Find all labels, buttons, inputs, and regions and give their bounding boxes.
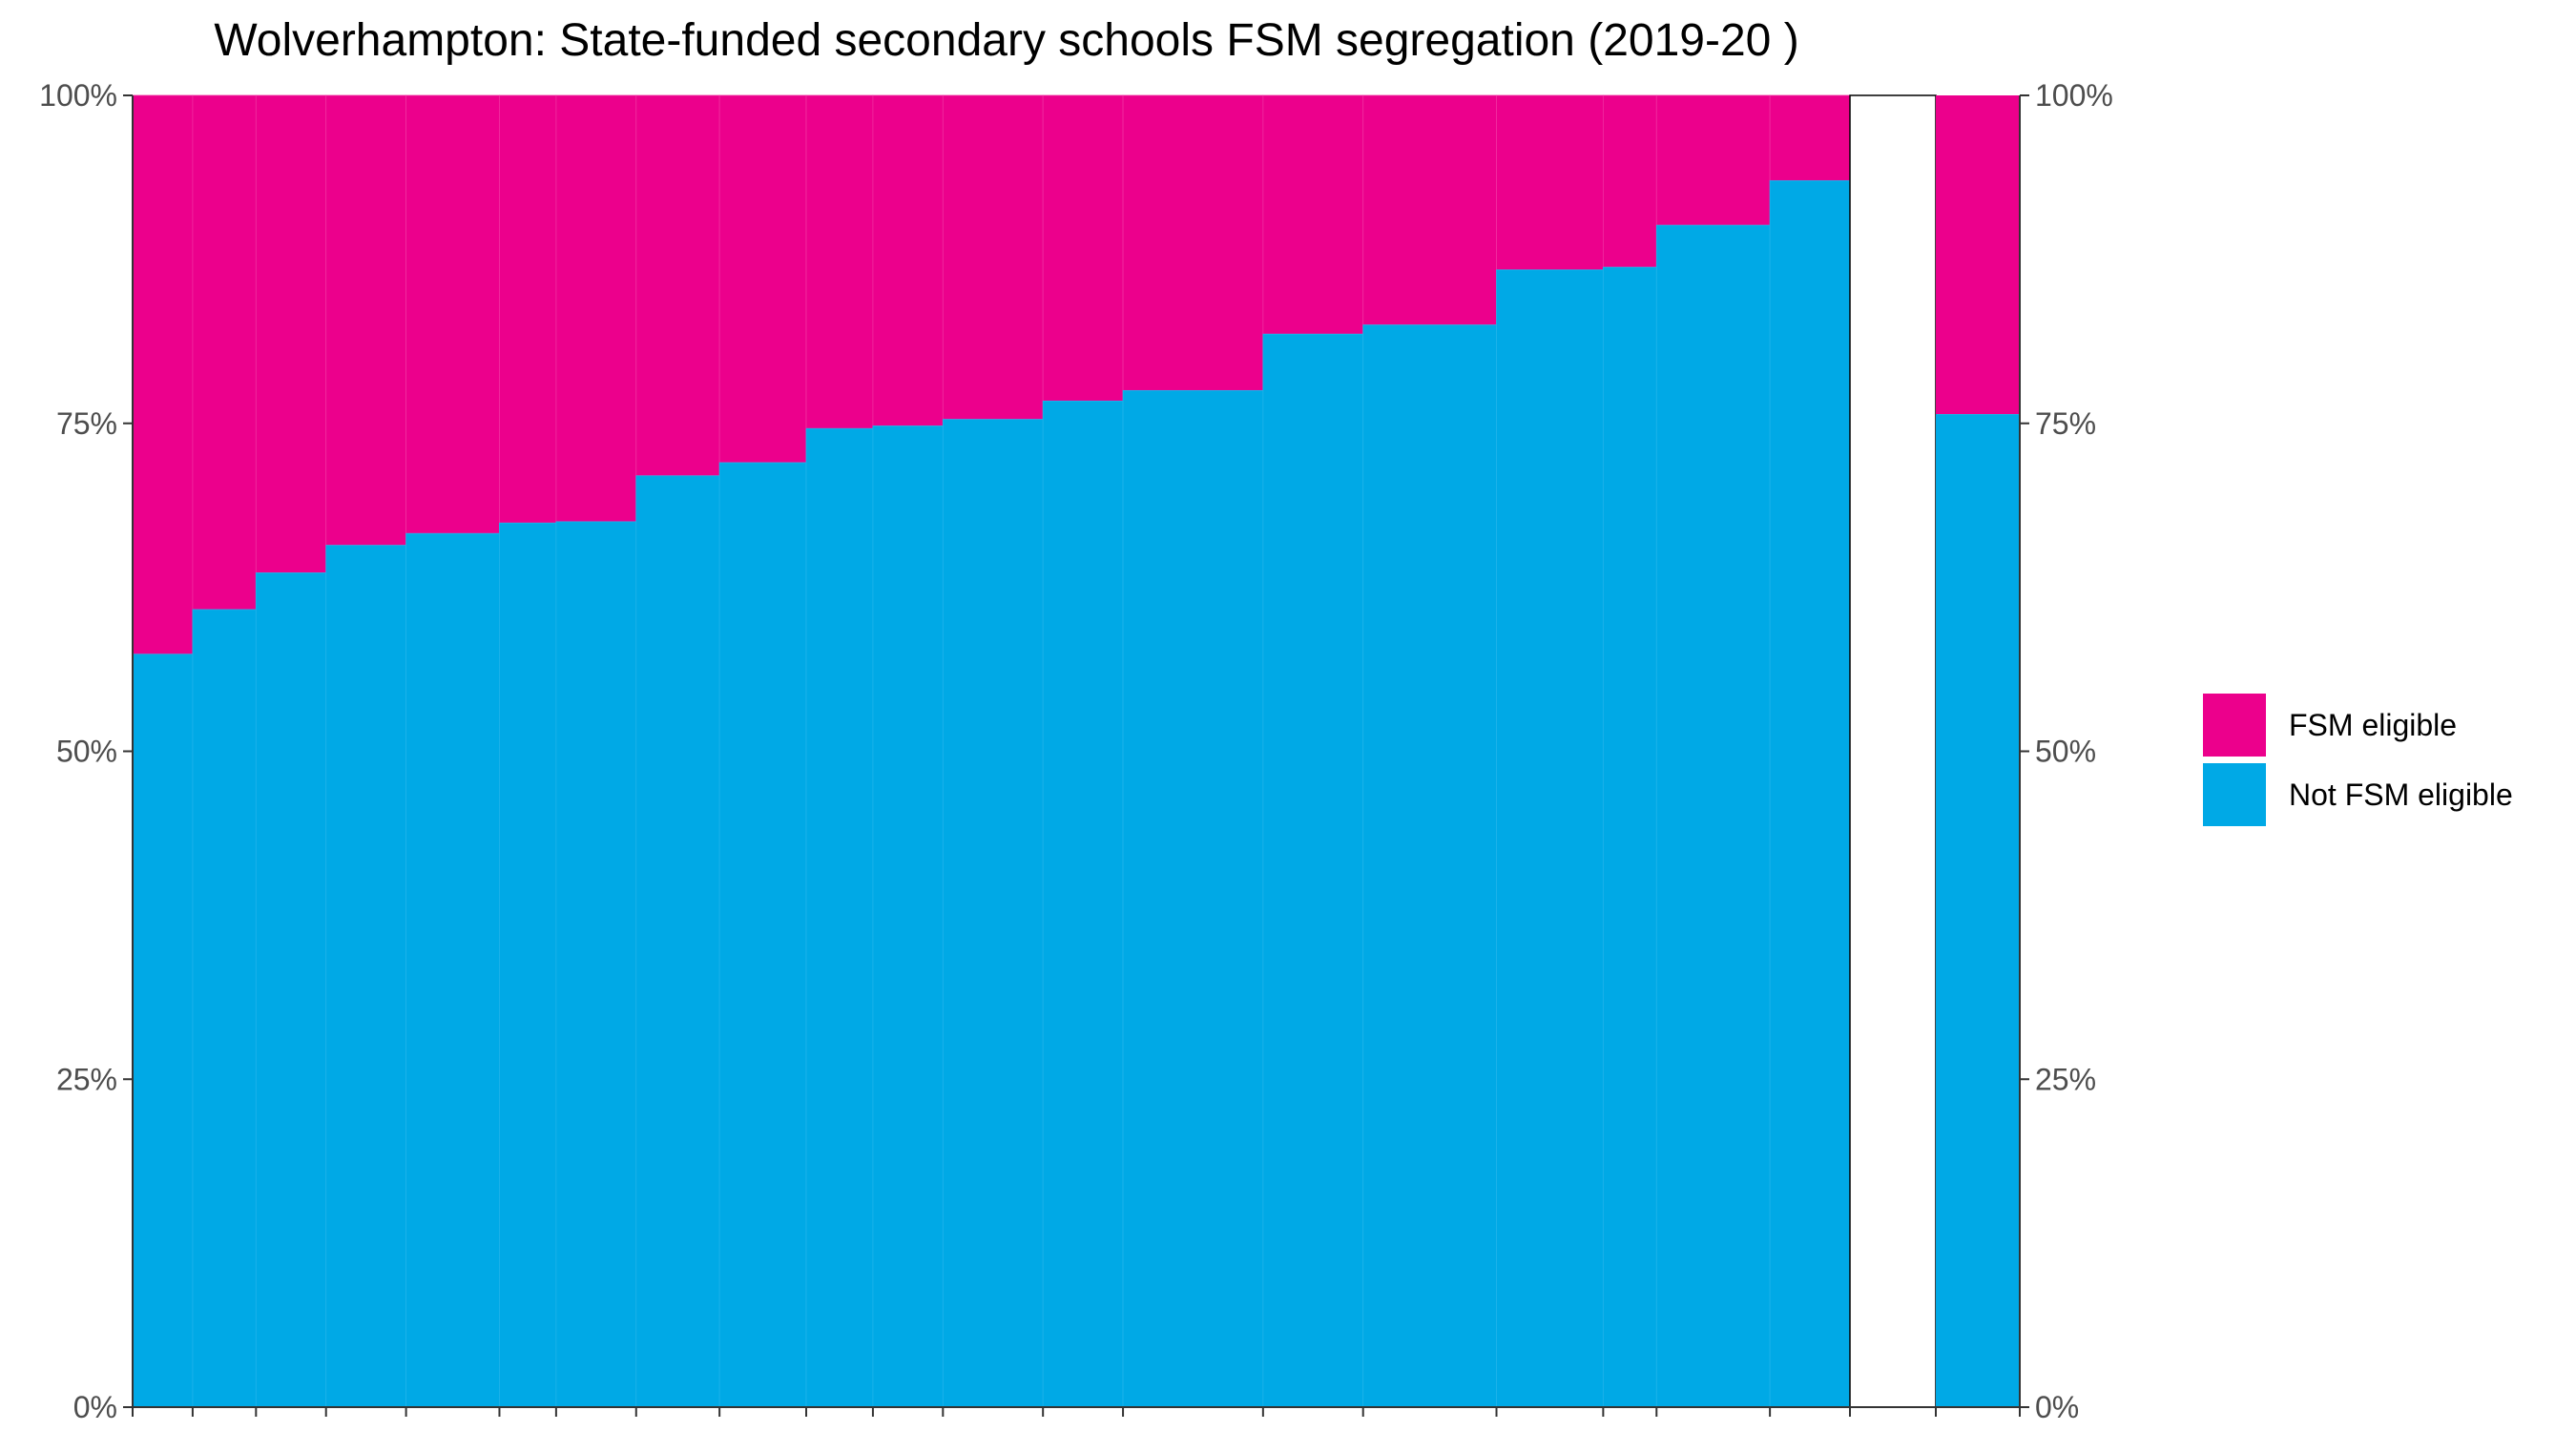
y-tick-label-right-3: 75%: [2035, 406, 2096, 441]
bar-school-14-fsm: [1122, 94, 1264, 391]
legend-label-not-fsm: Not FSM eligible: [2289, 778, 2513, 812]
bar-school-6-fsm: [499, 94, 557, 524]
legend-swatch-not-fsm: [2203, 763, 2266, 826]
bar-school-13-not-fsm: [1042, 400, 1124, 1408]
bar-school-13-fsm: [1042, 94, 1124, 402]
y-tick-label-right-1: 25%: [2035, 1062, 2096, 1096]
bar-school-15-not-fsm: [1262, 333, 1364, 1408]
legend-label-fsm: FSM eligible: [2289, 708, 2457, 742]
y-tick-label-left-3: 75%: [56, 406, 117, 441]
y-tick-label-left-2: 50%: [56, 735, 117, 769]
bar-school-7-not-fsm: [555, 521, 637, 1408]
bars-layer: [132, 94, 2020, 1408]
bar-school-7-fsm: [555, 94, 637, 523]
bar-school-16-fsm: [1362, 94, 1497, 326]
legend: FSM eligible Not FSM eligible: [2203, 694, 2513, 826]
bar-school-18-fsm: [1602, 94, 1657, 268]
bar-school-10-not-fsm: [805, 427, 874, 1408]
bar-school-3-fsm: [255, 94, 327, 573]
y-tick-label-left-0: 0%: [73, 1390, 117, 1424]
bar-school-19-fsm: [1655, 94, 1771, 226]
chart-title: Wolverhampton: State-funded secondary sc…: [214, 15, 1798, 66]
bar-school-8-not-fsm: [635, 475, 720, 1408]
bar-school-3-not-fsm: [255, 572, 327, 1408]
bar-school-2-not-fsm: [192, 609, 257, 1408]
bar-school-2-fsm: [192, 94, 257, 611]
bar-school-18-not-fsm: [1602, 266, 1657, 1408]
bar-school-15-fsm: [1262, 94, 1364, 335]
bar-gap: [1849, 94, 1937, 1408]
bar-school-8-fsm: [635, 94, 720, 477]
bar-school-9-fsm: [718, 94, 807, 464]
bar-school-4-fsm: [325, 94, 407, 547]
bar-school-4-not-fsm: [325, 545, 407, 1408]
bar-school-12-fsm: [942, 94, 1044, 421]
bar-school-1-not-fsm: [132, 653, 194, 1408]
y-tick-label-left-4: 100%: [39, 78, 117, 113]
bar-school-11-not-fsm: [872, 425, 944, 1408]
y-tick-label-left-1: 25%: [56, 1062, 117, 1096]
bar-school-20-fsm: [1769, 94, 1851, 181]
axes-layer: 0% 0% 25% 25% 50% 50% 75% 75% 100% 100%: [39, 78, 2113, 1424]
bar-school-17-fsm: [1496, 94, 1604, 271]
bar-school-10-fsm: [805, 94, 874, 429]
bar-school-5-fsm: [405, 94, 500, 534]
bar-school-6-not-fsm: [499, 522, 557, 1408]
bar-school-14-not-fsm: [1122, 389, 1264, 1408]
y-tick-label-right-2: 50%: [2035, 735, 2096, 769]
bar-school-9-not-fsm: [718, 462, 807, 1408]
bar-school-12-not-fsm: [942, 419, 1044, 1408]
bar-school-16-not-fsm: [1362, 324, 1497, 1408]
bar-school-20-not-fsm: [1769, 179, 1851, 1408]
bar-school-5-not-fsm: [405, 532, 500, 1408]
bar-overall-not-fsm: [1936, 414, 2020, 1407]
y-tick-label-right-0: 0%: [2035, 1390, 2079, 1424]
bar-overall-fsm: [1936, 95, 2020, 415]
bar-school-19-not-fsm: [1655, 224, 1771, 1408]
bar-school-17-not-fsm: [1496, 269, 1604, 1408]
y-tick-label-right-4: 100%: [2035, 78, 2113, 113]
legend-swatch-fsm: [2203, 694, 2266, 757]
bar-school-1-fsm: [132, 94, 194, 655]
bar-school-11-fsm: [872, 94, 944, 426]
